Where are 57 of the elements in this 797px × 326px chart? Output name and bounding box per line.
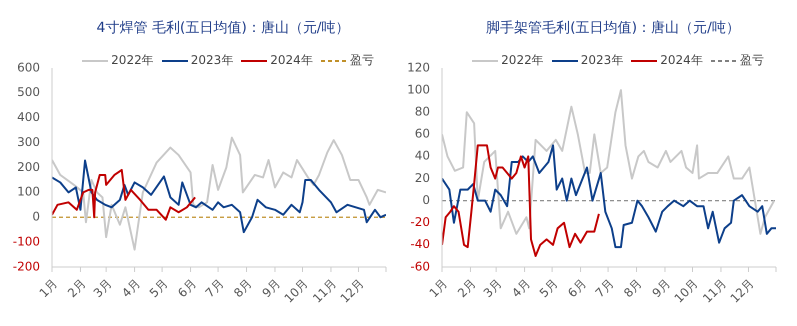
line-series — [52, 160, 386, 234]
x-tick-label: 7月 — [592, 276, 616, 300]
x-tick-label: 2月 — [65, 276, 89, 300]
x-tick-label: 5月 — [146, 276, 170, 300]
x-tick-label: 8月 — [231, 276, 255, 300]
y-tick-label: -100 — [12, 234, 40, 248]
legend-label: 2023年 — [580, 52, 624, 69]
x-tick-label: 12月 — [338, 276, 367, 306]
x-tick-label: 3月 — [480, 276, 504, 300]
x-tick-label: 11月 — [700, 276, 730, 306]
legend-label: 2023年 — [190, 52, 234, 69]
x-tick-label: 10月 — [282, 276, 311, 306]
y-tick-label: 100 — [17, 184, 40, 199]
x-tick-label: 12月 — [728, 276, 757, 306]
y-tick-label: 500 — [17, 85, 40, 100]
legend-label: 2022年 — [110, 52, 154, 69]
x-tick-label: 8月 — [621, 276, 645, 300]
x-tick-label: 7月 — [202, 276, 226, 300]
legend-label: 盈亏 — [348, 52, 374, 69]
y-tick-label: 100 — [407, 82, 430, 96]
x-tick-label: 9月 — [650, 276, 674, 300]
y-tick-label: -200 — [12, 259, 40, 274]
x-tick-label: 4月 — [509, 276, 533, 300]
legend-label: 2022年 — [500, 52, 544, 69]
y-tick-label: -60 — [410, 259, 430, 274]
y-tick-label: 40 — [414, 148, 430, 163]
y-tick-label: -20 — [410, 215, 430, 230]
chart-title: 脚手架管毛利(五日均值)：唐山（元/吨） — [485, 19, 741, 38]
legend-label: 盈亏 — [738, 52, 764, 69]
y-tick-label: 0 — [422, 192, 430, 207]
y-tick-label: 60 — [414, 126, 430, 141]
y-tick-label: 400 — [17, 110, 40, 124]
x-tick-label: 6月 — [565, 276, 589, 300]
x-tick-label: 3月 — [90, 276, 114, 300]
x-tick-label: 10月 — [672, 276, 701, 306]
y-tick-label: -40 — [410, 237, 430, 252]
x-tick-label: 6月 — [175, 276, 199, 300]
y-tick-label: 600 — [17, 60, 40, 74]
y-tick-label: 20 — [414, 170, 430, 185]
legend-label: 2024年 — [269, 52, 313, 69]
x-tick-label: 4月 — [119, 276, 143, 300]
x-tick-label: 9月 — [260, 276, 284, 300]
legend-label: 2024年 — [659, 52, 703, 69]
y-tick-label: 300 — [17, 134, 40, 149]
x-tick-label: 1月 — [36, 276, 60, 300]
y-tick-label: 0 — [32, 210, 40, 224]
line-series — [442, 144, 776, 248]
line-series — [442, 144, 600, 257]
chart-title: 4寸焊管 毛利(五日均值)：唐山（元/吨） — [96, 19, 350, 38]
line-series — [52, 168, 196, 221]
x-tick-label: 1月 — [426, 276, 450, 300]
y-tick-label: 200 — [17, 160, 40, 174]
y-tick-label: 120 — [407, 60, 430, 74]
x-tick-label: 5月 — [536, 276, 560, 300]
x-tick-label: 11月 — [310, 276, 340, 306]
x-tick-label: 2月 — [455, 276, 479, 300]
y-tick-label: 80 — [414, 104, 430, 119]
